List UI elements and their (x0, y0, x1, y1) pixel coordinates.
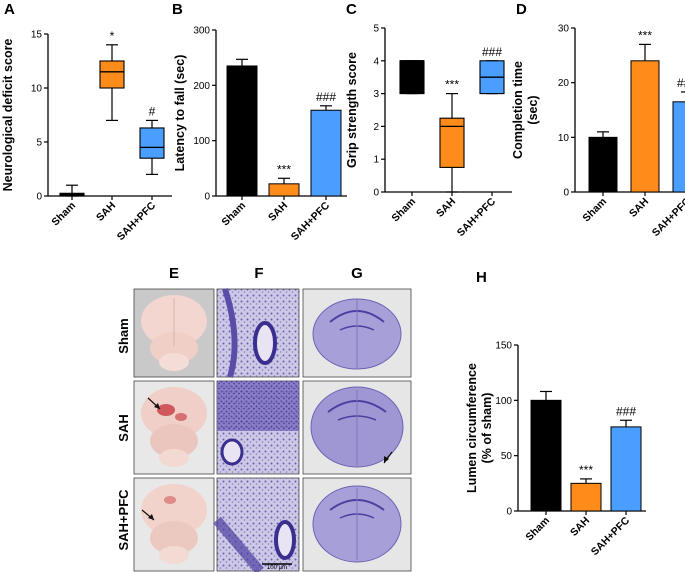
y-tick-label: 15 (31, 30, 43, 41)
bar-sham (530, 399, 562, 512)
y-tick-label: 1 (373, 155, 379, 166)
y-tick-label: 10 (558, 133, 570, 144)
x-tick-label: SAH (627, 196, 651, 220)
significance-marker: ### (316, 90, 336, 104)
histology-figure: E F G Sham SAH SAH+PFC (116, 265, 412, 572)
x-tick-label: SAH+PFC (589, 514, 633, 558)
y-axis-label: Lumen circumference (465, 363, 479, 493)
box-sah-pfc (139, 127, 165, 159)
y-tick-label: 3 (373, 89, 379, 100)
y-axis-label: Neurological deficit score (1, 39, 15, 192)
vessel-image-sham (216, 288, 300, 378)
x-tick-label: SAH (94, 200, 118, 224)
panel-label-h: H (476, 269, 487, 286)
y-axis-label: Latency to fall (sec) (173, 55, 187, 172)
y-axis-label: Completion time (511, 61, 525, 159)
scale-bar-label: 100 μm (267, 565, 287, 571)
chart-b: B 0 100 200 300 Latency to fall (sec) Sham SAHS… (172, 1, 347, 243)
y-tick-label: 20 (558, 78, 570, 89)
x-tick-label: Sham (219, 200, 248, 229)
x-tick-label: SAH (434, 196, 458, 220)
chart-d: D 0 10 20 30 Completion time (sec) Sham SAHSAH+P… (511, 1, 685, 239)
significance-marker: * (110, 29, 115, 43)
significance-marker: *** (445, 78, 459, 92)
y-tick-label: 300 (193, 26, 210, 37)
brain-image-sah (133, 380, 215, 475)
bar-sah-pfc (610, 426, 642, 512)
significance-marker: *** (277, 162, 291, 176)
y-tick-label: 10 (31, 84, 43, 95)
bar-sah (268, 183, 300, 197)
bar-sah-pfc (672, 101, 685, 193)
x-tick-label: SAH+PFC (115, 199, 159, 243)
x-tick-label: Sham (523, 515, 552, 544)
coronal-section-sah-pfc (302, 477, 412, 572)
y-tick-label: 50 (501, 451, 513, 462)
x-tick-label: SAH+PFC (650, 195, 685, 239)
y-tick-label: 0 (506, 507, 512, 518)
x-tick-label: Sham (389, 196, 418, 225)
panel-label-c: C (346, 1, 357, 18)
y-tick-label: 30 (558, 24, 570, 35)
bar-sah (570, 482, 602, 512)
y-tick-label: 4 (373, 56, 379, 67)
x-tick-label: SAH+PFC (289, 199, 333, 243)
chart-h: H 0 50 100 150 Lumen circumference (% of sham)… (465, 269, 646, 558)
y-tick-label: 2 (373, 122, 379, 133)
y-tick-label: 100 (495, 396, 512, 407)
panel-label-d: D (516, 1, 527, 18)
histology-column-label-f: F (254, 265, 263, 282)
significance-marker: ### (677, 76, 685, 90)
x-tick-label: SAH (568, 515, 592, 539)
y-tick-label: 0 (36, 192, 42, 203)
bar-sham (226, 65, 258, 197)
significance-marker: ### (616, 404, 636, 418)
y-tick-label: 200 (193, 81, 210, 92)
coronal-section-sham (302, 288, 412, 378)
x-tick-label: SAH (266, 200, 290, 224)
y-tick-label: 150 (495, 341, 512, 352)
significance-marker: *** (638, 28, 652, 42)
bar-sah-pfc (310, 109, 342, 197)
significance-marker: *** (579, 463, 593, 477)
y-tick-label: 0 (563, 188, 569, 199)
vessel-image-sah-pfc: 100 μm (213, 477, 300, 572)
chart-c: C 0 1 2 3 4 5 Grip strength score Sham SAHSAH+PFC… (345, 1, 512, 239)
histology-row-label-sham: Sham (116, 318, 131, 353)
histology-row-label-sah-pfc: SAH+PFC (116, 489, 131, 551)
brain-image-sham (133, 288, 215, 378)
histology-column-label-e: E (169, 265, 179, 282)
histology-column-label-g: G (351, 265, 363, 282)
box-sah (99, 60, 125, 89)
x-tick-label: Sham (49, 200, 78, 229)
y-tick-label: 5 (36, 138, 42, 149)
y-tick-label: 0 (204, 192, 210, 203)
panel-label-b: B (172, 1, 183, 18)
box-sah (439, 117, 465, 168)
y-tick-label: 100 (193, 136, 210, 147)
bar-sah (630, 60, 660, 193)
box-sham (399, 60, 425, 95)
histology-row-label-sah: SAH (116, 414, 131, 441)
y-axis-label-units: (% of sham) (480, 393, 494, 464)
x-tick-label: Sham (580, 196, 609, 225)
significance-marker: # (149, 104, 156, 118)
vessel-image-sah (216, 380, 300, 475)
y-tick-label: 5 (373, 24, 379, 35)
coronal-section-sah (302, 380, 412, 475)
chart-a: A 0 5 10 15 Neurological deficit score Sham SAH… (1, 1, 172, 243)
bar-sham (588, 136, 618, 193)
y-axis-label-units: (sec) (526, 95, 540, 124)
significance-marker: ### (482, 45, 502, 59)
panel-label-a: A (4, 1, 15, 18)
x-tick-label: SAH+PFC (455, 195, 499, 239)
brain-image-sah-pfc (133, 477, 215, 572)
y-tick-label: 0 (373, 188, 379, 199)
y-axis-label: Grip strength score (345, 52, 359, 168)
